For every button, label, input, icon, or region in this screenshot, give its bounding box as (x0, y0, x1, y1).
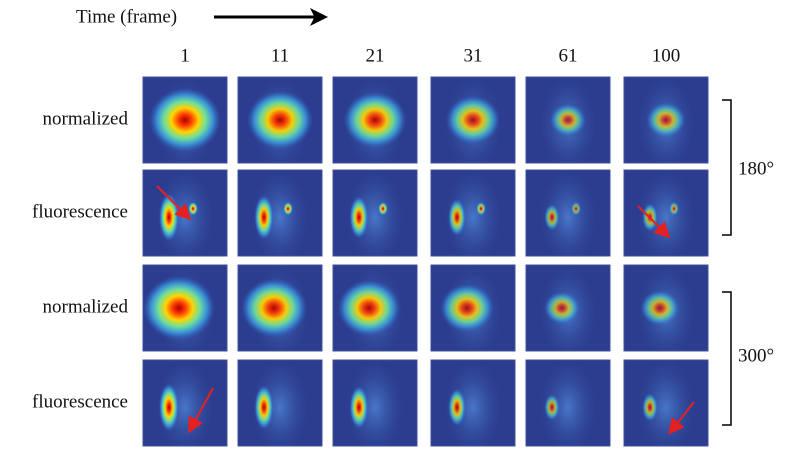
hot-spot (344, 92, 407, 148)
image-cell (624, 262, 708, 362)
hot-spot (571, 202, 581, 216)
hot-spot (254, 385, 273, 429)
hot-spot (283, 202, 293, 216)
hot-spot (448, 199, 466, 236)
image (624, 262, 708, 362)
image (333, 74, 417, 174)
image-cell (526, 262, 610, 362)
group-label: 300° (738, 345, 774, 366)
row-label: normalized (43, 296, 129, 317)
image-cell (333, 357, 417, 449)
image (526, 262, 610, 362)
hot-spot (476, 202, 486, 216)
hot-spot (149, 88, 221, 152)
hot-spot (143, 276, 215, 340)
image-cell (624, 167, 708, 267)
hot-spot (378, 202, 388, 216)
hot-spot (669, 202, 679, 216)
image (143, 74, 227, 174)
image (333, 357, 417, 449)
hot-spot (188, 202, 198, 216)
image (333, 262, 417, 362)
image-cell (238, 167, 322, 267)
image-cell (238, 357, 322, 449)
row-label: fluorescence (32, 391, 128, 412)
image-cell (238, 74, 322, 174)
image-cell (333, 167, 417, 267)
column-label: 31 (464, 45, 483, 66)
column-label: 1 (180, 45, 190, 66)
row-label: normalized (43, 108, 129, 129)
hot-spot (641, 290, 680, 325)
hot-spot (550, 104, 586, 137)
image (238, 262, 322, 362)
image-cell (143, 262, 227, 362)
row-label: fluorescence (32, 201, 128, 222)
image (238, 74, 322, 174)
image-cell (333, 262, 417, 362)
hot-spot (446, 96, 500, 144)
hot-spot (448, 389, 466, 426)
hot-spot (247, 91, 313, 150)
column-label: 21 (366, 45, 385, 66)
hot-spot (544, 292, 580, 325)
image (143, 262, 227, 362)
image-cell (143, 357, 227, 449)
image (238, 357, 322, 449)
image-cell (526, 357, 610, 449)
hot-spot (544, 394, 559, 420)
hot-spot (350, 386, 369, 429)
image (526, 74, 610, 174)
hot-spot (647, 102, 686, 137)
image (143, 167, 227, 267)
image-cell (526, 167, 610, 267)
image-cell (333, 74, 417, 174)
image-cell (431, 357, 515, 449)
image-cell (238, 262, 322, 362)
image (431, 167, 515, 267)
image-cell (624, 357, 708, 449)
image-cell (431, 262, 515, 362)
image (431, 74, 515, 174)
image (333, 167, 417, 267)
image (624, 357, 708, 449)
image (238, 167, 322, 267)
bracket (722, 292, 731, 425)
image-cell (143, 167, 227, 267)
image-cell (143, 74, 227, 174)
image-cell (431, 74, 515, 174)
image-cell (431, 167, 515, 267)
column-label: 61 (559, 45, 578, 66)
column-label: 100 (652, 45, 681, 66)
hot-spot (241, 279, 307, 338)
image (431, 357, 515, 449)
image (526, 357, 610, 449)
image (431, 262, 515, 362)
hot-spot (254, 195, 273, 239)
hot-spot (642, 393, 658, 421)
hot-spot (350, 196, 369, 239)
bracket (722, 100, 731, 235)
image (624, 74, 708, 174)
image-cell (624, 74, 708, 174)
image-cell (526, 74, 610, 174)
figure: Time (frame) 180° 300° 111213161100norma… (0, 0, 790, 449)
column-label: 11 (271, 45, 289, 66)
hot-spot (544, 204, 559, 230)
image (143, 357, 227, 449)
image (624, 167, 708, 267)
hot-spot (159, 383, 179, 431)
hot-spot (440, 284, 494, 332)
group-label: 180° (738, 158, 774, 179)
hot-spot (159, 193, 179, 241)
image (526, 167, 610, 267)
time-title: Time (frame) (76, 6, 177, 27)
hot-spot (338, 280, 401, 336)
